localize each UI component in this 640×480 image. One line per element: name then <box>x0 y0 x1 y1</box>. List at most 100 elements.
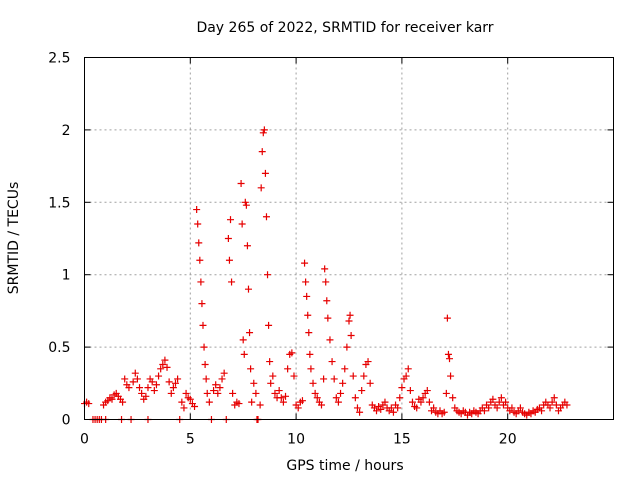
data-point <box>516 404 524 412</box>
data-point <box>294 404 302 412</box>
data-point <box>193 206 201 214</box>
data-point <box>495 398 503 406</box>
data-point <box>248 398 256 406</box>
data-point <box>497 394 505 402</box>
data-point <box>237 179 245 187</box>
data-point <box>262 213 270 221</box>
data-point <box>326 336 334 344</box>
data-point <box>480 407 488 415</box>
data-point <box>133 375 141 383</box>
data-point <box>227 216 235 224</box>
data-point <box>323 297 331 305</box>
data-point <box>194 220 202 228</box>
data-point <box>442 389 450 397</box>
data-point <box>225 256 233 264</box>
data-point <box>224 235 232 242</box>
data-point <box>298 397 306 405</box>
data-point <box>171 379 179 387</box>
x-axis-label: GPS time / hours <box>286 458 403 474</box>
data-point <box>267 379 275 387</box>
x-tick-label: 20 <box>499 432 517 448</box>
data-point <box>563 401 571 409</box>
data-point <box>364 358 372 366</box>
data-point <box>288 349 296 357</box>
data-point <box>125 384 133 392</box>
data-point <box>366 379 374 387</box>
data-point <box>214 389 222 397</box>
data-point <box>334 398 342 406</box>
data-point <box>307 365 315 373</box>
data-point <box>440 408 448 416</box>
y-tick-label: 2 <box>62 123 71 139</box>
data-point <box>258 148 266 156</box>
data-point <box>447 372 455 380</box>
data-point <box>345 317 353 325</box>
data-point <box>449 394 457 402</box>
data-point <box>485 404 493 412</box>
data-point <box>550 394 558 402</box>
data-point <box>277 394 285 402</box>
data-point <box>144 384 152 392</box>
axis-ticks: 0 5 10 15 20 0 0.5 1 1.5 2 2.5 <box>48 51 614 448</box>
data-point <box>548 398 556 406</box>
data-point <box>309 379 317 387</box>
data-point <box>408 398 416 406</box>
data-point <box>138 389 146 397</box>
data-point <box>220 369 228 377</box>
grid-layer <box>84 57 614 420</box>
data-points <box>81 126 571 423</box>
data-point <box>247 365 255 373</box>
data-point <box>389 408 397 416</box>
data-point <box>324 314 332 322</box>
data-point <box>301 259 309 267</box>
data-point <box>205 398 213 406</box>
data-point <box>425 398 433 406</box>
data-point <box>229 389 237 397</box>
data-point <box>337 389 345 397</box>
data-point <box>353 404 361 412</box>
data-point <box>347 332 355 340</box>
data-point <box>303 292 311 300</box>
data-point <box>311 389 319 397</box>
data-point <box>260 126 268 134</box>
data-point <box>121 375 129 383</box>
data-point <box>165 378 173 386</box>
y-tick-label: 1.5 <box>48 195 70 211</box>
data-point <box>198 300 206 308</box>
y-axis-label: SRMTID / TECUs <box>6 182 22 295</box>
data-point <box>282 392 290 400</box>
x-tick-label: 5 <box>186 432 195 448</box>
data-point <box>417 398 425 406</box>
x-tick-label: 15 <box>393 432 411 448</box>
data-point <box>279 398 287 406</box>
data-point <box>284 365 292 373</box>
y-tick-label: 1 <box>62 268 71 284</box>
plot-frame <box>84 57 614 420</box>
data-point <box>182 389 190 397</box>
data-point <box>430 404 438 412</box>
data-point <box>85 400 93 408</box>
data-point <box>197 278 205 286</box>
data-point <box>373 407 381 415</box>
data-point <box>148 378 156 386</box>
data-point <box>502 398 510 406</box>
data-point <box>508 404 516 412</box>
data-point <box>396 394 404 402</box>
data-point <box>419 394 427 402</box>
data-point <box>552 401 560 409</box>
data-point <box>108 395 116 403</box>
data-point <box>150 387 158 395</box>
data-point <box>136 384 144 392</box>
data-point <box>360 372 368 380</box>
data-point <box>256 401 264 409</box>
data-point <box>242 201 250 209</box>
data-point <box>302 278 310 286</box>
data-point <box>257 184 265 192</box>
data-point <box>443 314 451 322</box>
x-tick-label: 10 <box>287 432 305 448</box>
data-point <box>131 369 139 377</box>
data-point <box>313 394 321 402</box>
data-point <box>356 408 364 416</box>
data-point <box>322 278 330 286</box>
